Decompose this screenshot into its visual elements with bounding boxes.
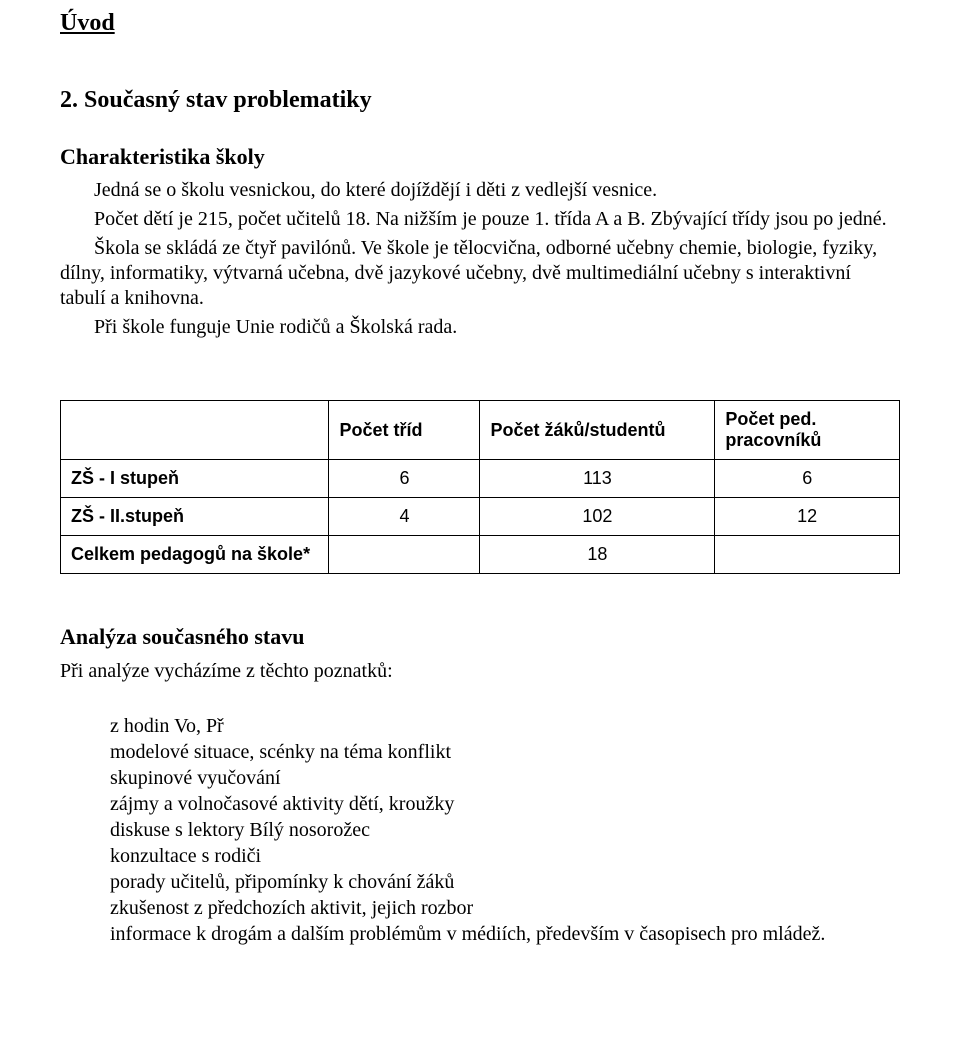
analysis-bullets: z hodin Vo, Př modelové situace, scénky … xyxy=(60,713,900,947)
table-row: ZŠ - II.stupeň 4 102 12 xyxy=(61,498,900,536)
table-footer-row: Celkem pedagogů na škole* 18 xyxy=(61,536,900,574)
title-uvod: Úvod xyxy=(60,10,900,37)
row-label: ZŠ - II.stupeň xyxy=(61,498,329,536)
paragraph-4: Při škole funguje Unie rodičů a Školská … xyxy=(60,315,900,340)
list-item: skupinové vyučování xyxy=(110,765,900,791)
row-cell: 6 xyxy=(715,460,900,498)
list-item: informace k drogám a dalším problémům v … xyxy=(110,921,900,947)
table-header-blank xyxy=(61,401,329,460)
footer-value: 18 xyxy=(480,536,715,574)
list-item: modelové situace, scénky na téma konflik… xyxy=(110,739,900,765)
list-item: diskuse s lektory Bílý nosorožec xyxy=(110,817,900,843)
row-cell: 6 xyxy=(329,460,480,498)
table-header-count-students: Počet žáků/studentů xyxy=(480,401,715,460)
row-cell: 12 xyxy=(715,498,900,536)
list-item: porady učitelů, připomínky k chování žák… xyxy=(110,869,900,895)
list-item: z hodin Vo, Př xyxy=(110,713,900,739)
list-item: zkušenost z předchozích aktivit, jejich … xyxy=(110,895,900,921)
analysis-lead: Při analýze vycházíme z těchto poznatků: xyxy=(60,660,900,683)
section-heading: 2. Současný stav problematiky xyxy=(60,87,900,114)
table-header-count-classes: Počet tříd xyxy=(329,401,480,460)
list-item: zájmy a volnočasové aktivity dětí, krouž… xyxy=(110,791,900,817)
page: Úvod 2. Současný stav problematiky Chara… xyxy=(0,0,960,987)
table-row: ZŠ - I stupeň 6 113 6 xyxy=(61,460,900,498)
paragraph-1: Jedná se o školu vesnickou, do které doj… xyxy=(60,178,900,203)
row-label: ZŠ - I stupeň xyxy=(61,460,329,498)
paragraph-2: Počet dětí je 215, počet učitelů 18. Na … xyxy=(60,207,900,232)
row-cell: 113 xyxy=(480,460,715,498)
characteristic-heading: Charakteristika školy xyxy=(60,144,900,170)
paragraph-3: Škola se skládá ze čtyř pavilónů. Ve ško… xyxy=(60,236,900,311)
analysis-heading: Analýza současného stavu xyxy=(60,624,900,650)
row-cell: 4 xyxy=(329,498,480,536)
table-header-row: Počet tříd Počet žáků/studentů Počet ped… xyxy=(61,401,900,460)
table-header-count-staff: Počet ped. pracovníků xyxy=(715,401,900,460)
footer-blank xyxy=(715,536,900,574)
stats-table: Počet tříd Počet žáků/studentů Počet ped… xyxy=(60,400,900,574)
row-cell: 102 xyxy=(480,498,715,536)
footer-blank xyxy=(329,536,480,574)
footer-label: Celkem pedagogů na škole* xyxy=(61,536,329,574)
list-item: konzultace s rodiči xyxy=(110,843,900,869)
